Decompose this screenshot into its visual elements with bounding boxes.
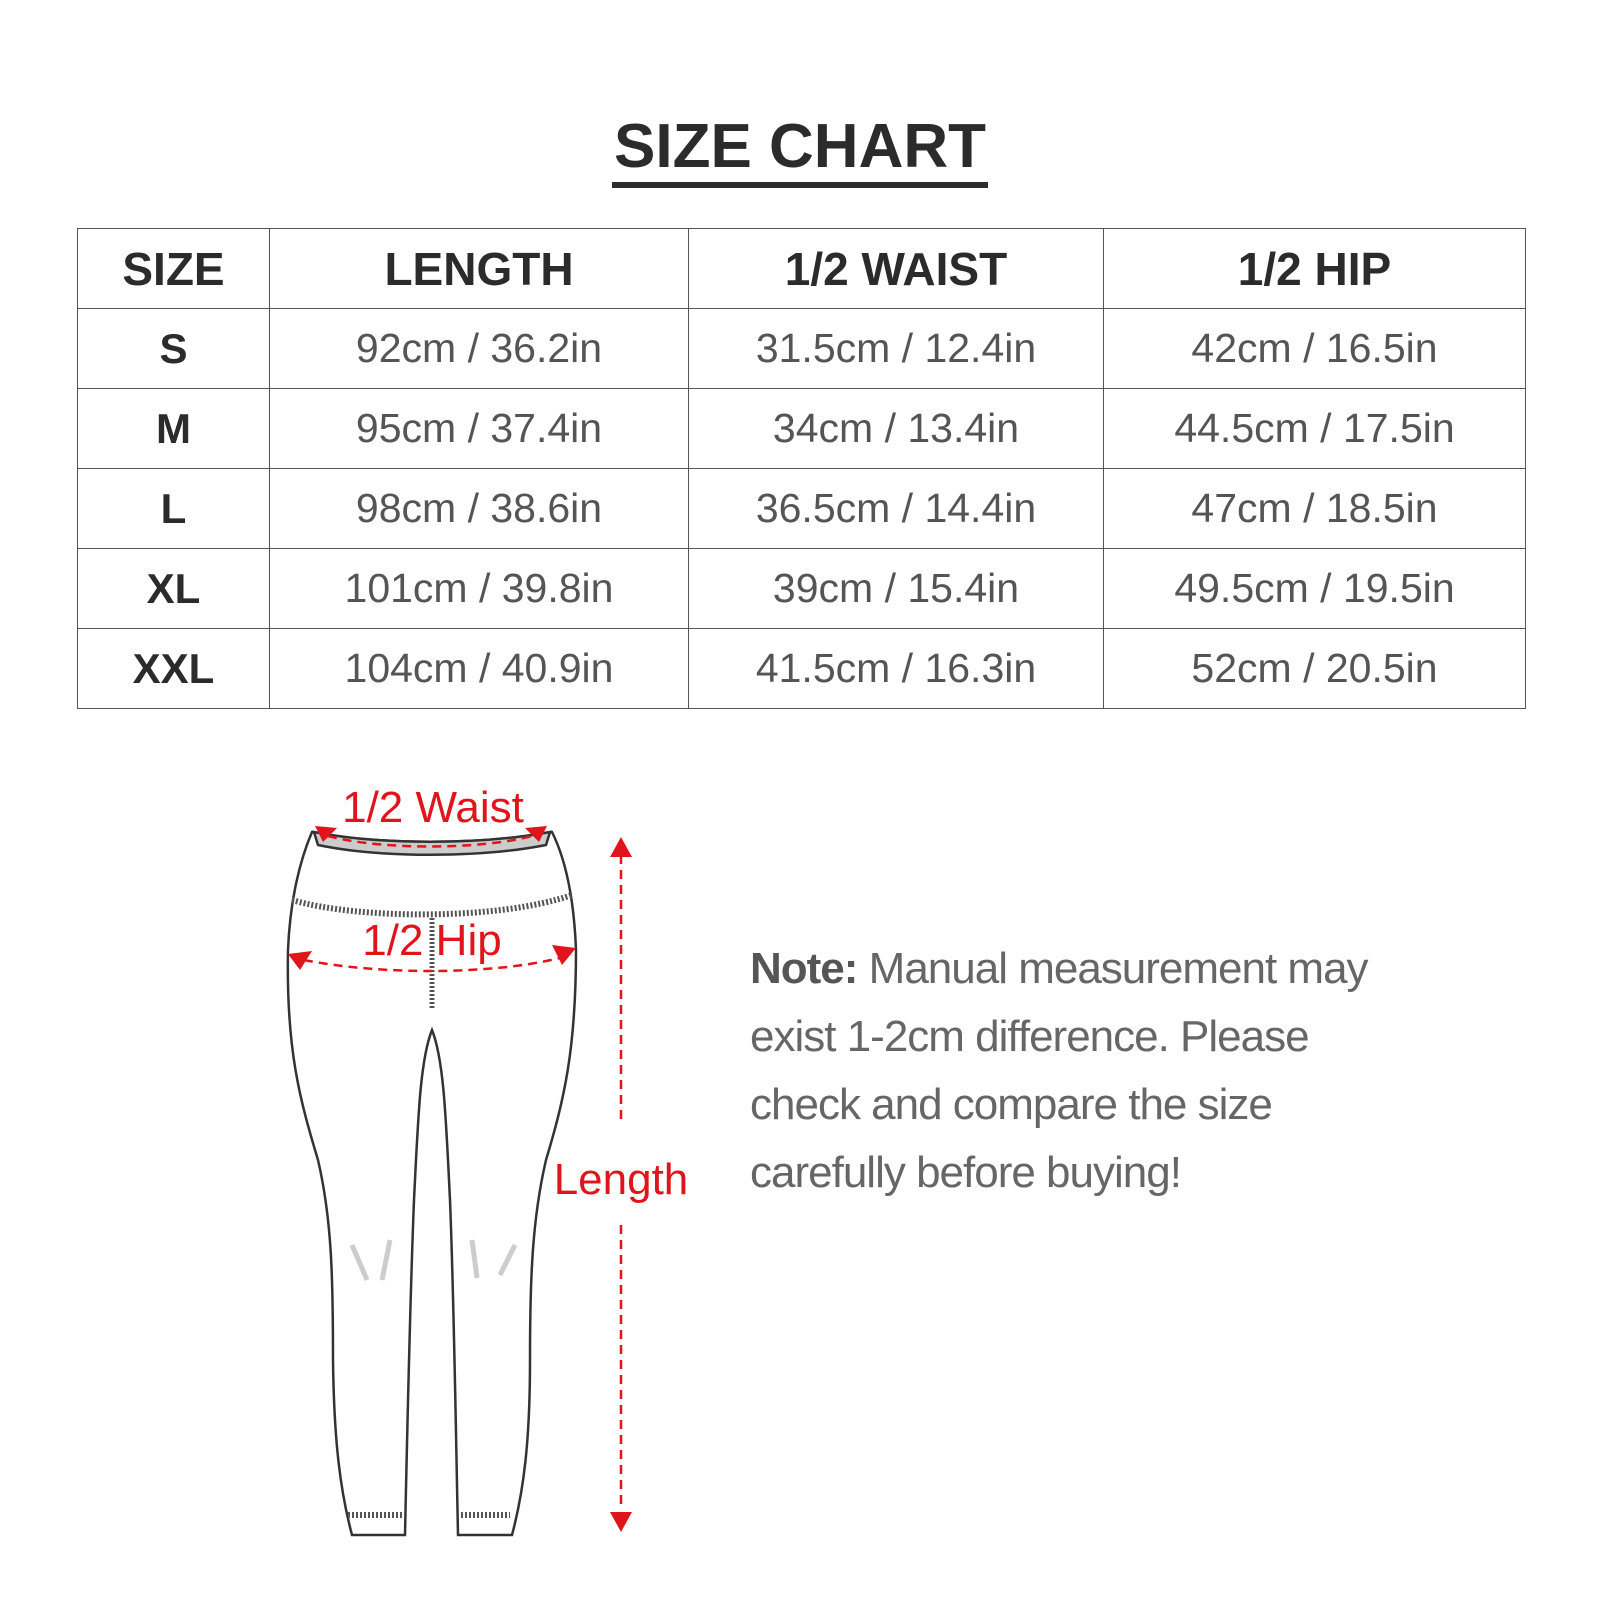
length-label: Length (554, 1155, 689, 1204)
note-text: Manual measurement may exist 1-2cm diffe… (750, 944, 1369, 1197)
table-row: M 95cm / 37.4in 34cm / 13.4in 44.5cm / 17.5… (77, 388, 1526, 469)
waist-cell: 36.5cm / 14.4in (688, 468, 1104, 549)
size-cell: M (77, 388, 270, 469)
size-cell: XL (77, 548, 270, 629)
table-header-row: SIZE LENGTH 1/2 WAIST 1/2 HIP (77, 228, 1526, 309)
hip-cell: 44.5cm / 17.5in (1103, 388, 1526, 469)
waist-cell: 34cm / 13.4in (688, 388, 1104, 469)
size-cell: L (77, 468, 270, 549)
header-hip: 1/2 HIP (1103, 228, 1526, 309)
waist-cell: 41.5cm / 16.3in (688, 628, 1104, 709)
waist-label: 1/2 Waist (342, 783, 524, 832)
waistband (312, 830, 552, 856)
size-table: SIZE LENGTH 1/2 WAIST 1/2 HIP S 92cm / 36… (77, 228, 1526, 709)
waist-arrow (315, 826, 547, 848)
header-size: SIZE (77, 228, 270, 309)
length-cell: 98cm / 38.6in (269, 468, 689, 549)
length-cell: 104cm / 40.9in (269, 628, 689, 709)
page-title: SIZE CHART (0, 112, 1600, 188)
leggings-outline (286, 830, 578, 1537)
table-row: XXL 104cm / 40.9in 41.5cm / 16.3in 52cm / 2… (77, 628, 1526, 709)
size-cell: S (77, 308, 270, 389)
table-row: S 92cm / 36.2in 31.5cm / 12.4in 42cm / 16.5… (77, 308, 1526, 389)
note: Note: Manual measurement may exist 1-2cm… (750, 935, 1410, 1207)
hip-label: 1/2 Hip (362, 916, 501, 965)
size-cell: XXL (77, 628, 270, 709)
length-cell: 101cm / 39.8in (269, 548, 689, 629)
title-text: SIZE CHART (612, 112, 988, 188)
waist-cell: 31.5cm / 12.4in (688, 308, 1104, 389)
hip-arrow (288, 945, 576, 973)
table-row: L 98cm / 38.6in 36.5cm / 14.4in 47cm / 18.5… (77, 468, 1526, 549)
hip-cell: 47cm / 18.5in (1103, 468, 1526, 549)
header-length: LENGTH (269, 228, 689, 309)
table-row: XL 101cm / 39.8in 39cm / 15.4in 49.5cm / 19… (77, 548, 1526, 629)
header-waist: 1/2 WAIST (688, 228, 1104, 309)
waist-cell: 39cm / 15.4in (688, 548, 1104, 629)
note-label: Note: (750, 944, 858, 993)
fold-lines (349, 1239, 518, 1281)
hip-cell: 52cm / 20.5in (1103, 628, 1526, 709)
hip-cell: 42cm / 16.5in (1103, 308, 1526, 389)
length-arrow (610, 837, 632, 1532)
